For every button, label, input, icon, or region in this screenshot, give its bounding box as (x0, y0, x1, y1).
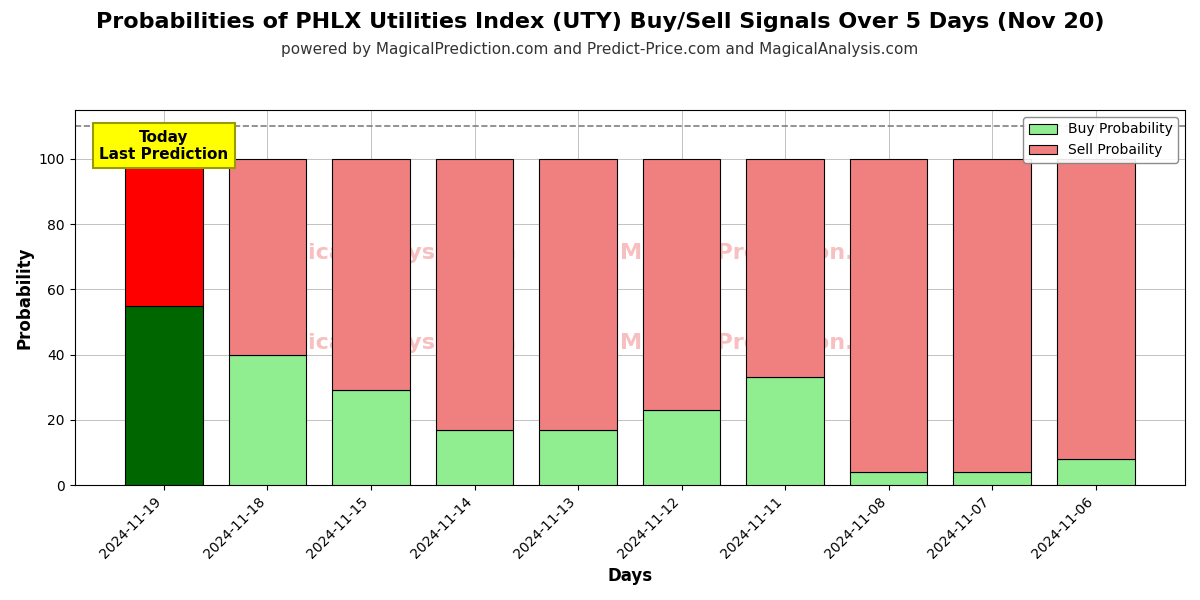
Bar (332, 159, 410, 391)
Bar (332, 391, 410, 485)
Bar (436, 430, 514, 485)
Text: MagicalPrediction.com: MagicalPrediction.com (620, 332, 906, 353)
Bar (643, 410, 720, 485)
Bar (850, 472, 928, 485)
Bar (1057, 159, 1134, 459)
X-axis label: Days: Days (607, 567, 653, 585)
Bar (229, 159, 306, 355)
Bar (1057, 459, 1134, 485)
Legend: Buy Probability, Sell Probaility: Buy Probability, Sell Probaility (1024, 117, 1178, 163)
Bar (746, 377, 824, 485)
Text: MagicalPrediction.com: MagicalPrediction.com (620, 242, 906, 263)
Bar (539, 430, 617, 485)
Bar (643, 159, 720, 410)
Bar (539, 159, 617, 430)
Text: powered by MagicalPrediction.com and Predict-Price.com and MagicalAnalysis.com: powered by MagicalPrediction.com and Pre… (281, 42, 919, 57)
Text: MagicalAnalysis.com: MagicalAnalysis.com (254, 332, 516, 353)
Bar (229, 355, 306, 485)
Bar (436, 159, 514, 430)
Bar (953, 159, 1031, 472)
Bar (125, 305, 203, 485)
Bar (953, 472, 1031, 485)
Text: Today
Last Prediction: Today Last Prediction (100, 130, 228, 162)
Bar (746, 159, 824, 377)
Bar (125, 159, 203, 305)
Text: Probabilities of PHLX Utilities Index (UTY) Buy/Sell Signals Over 5 Days (Nov 20: Probabilities of PHLX Utilities Index (U… (96, 12, 1104, 32)
Y-axis label: Probability: Probability (16, 246, 34, 349)
Text: MagicalAnalysis.com: MagicalAnalysis.com (254, 242, 516, 263)
Bar (850, 159, 928, 472)
